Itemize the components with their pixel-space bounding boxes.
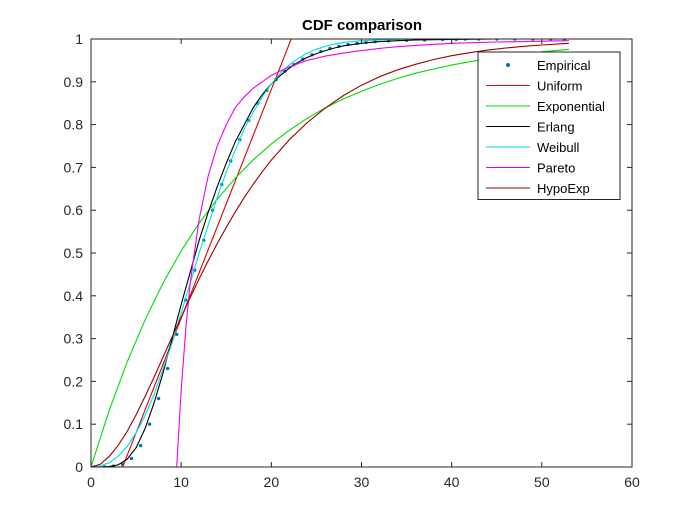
x-tick-label: 60 <box>624 474 640 490</box>
legend-label-uniform: Uniform <box>537 79 583 94</box>
y-tick-label: 0.7 <box>64 159 84 175</box>
x-tick-label: 0 <box>87 474 95 490</box>
legend-marker-empirical <box>506 63 510 67</box>
y-tick-label: 0.3 <box>64 331 84 347</box>
weibull-series-line <box>91 39 569 467</box>
pareto-series-line <box>91 40 569 467</box>
x-tick-label: 20 <box>264 474 280 490</box>
legend-box <box>477 51 621 200</box>
y-tick-label: 0.4 <box>64 288 84 304</box>
y-tick-label: 1 <box>75 31 83 47</box>
x-tick-label: 30 <box>354 474 370 490</box>
uniform-series-line <box>91 39 569 467</box>
hypoexp-series-line <box>91 42 569 467</box>
axes-layer: 0 10 20 30 40 50 60 0 0.1 0.2 0.3 0.4 0.5 0.6 0.7 0.8 0.… <box>64 31 640 490</box>
x-tick-label: 40 <box>444 474 460 490</box>
legend-label-exponential: Exponential <box>537 99 605 114</box>
legend-label-erlang: Erlang <box>537 120 575 135</box>
empirical-point <box>129 456 134 461</box>
y-tick-label: 0.2 <box>64 373 84 389</box>
erlang-series-line <box>99 39 569 467</box>
empirical-point <box>174 332 179 337</box>
y-tick-label: 0.9 <box>64 74 84 90</box>
series-layer <box>91 39 569 467</box>
legend: Empirical Uniform Exponential Erlang Weibull… <box>477 51 621 200</box>
legend-label-pareto: Pareto <box>537 161 575 176</box>
legend-label-weibull: Weibull <box>537 140 580 155</box>
x-tick-label: 10 <box>173 474 189 490</box>
legend-label-hypoexp: HypoExp <box>537 181 590 196</box>
y-tick-label: 0.8 <box>64 117 84 133</box>
y-tick-label: 0.5 <box>64 245 84 261</box>
empirical-point <box>138 443 143 448</box>
x-tick-label: 50 <box>534 474 550 490</box>
y-tick-label: 0 <box>75 459 83 475</box>
y-tick-label: 0.1 <box>64 416 84 432</box>
empirical-point <box>165 366 170 371</box>
legend-label-empirical: Empirical <box>537 58 591 73</box>
empirical-point <box>156 396 161 401</box>
empirical-point <box>147 422 152 426</box>
y-tick-label: 0.6 <box>64 202 84 218</box>
chart-title: CDF comparison <box>302 17 422 34</box>
